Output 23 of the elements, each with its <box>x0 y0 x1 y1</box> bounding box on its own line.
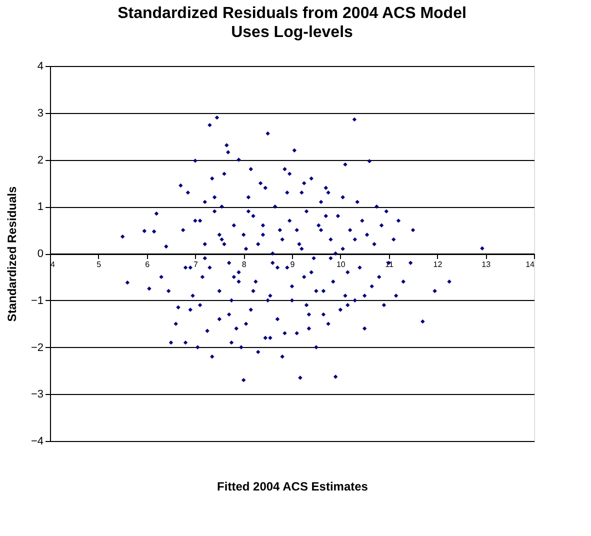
x-tick-label: 14 <box>526 260 536 269</box>
y-tick-label: 0 <box>37 248 44 260</box>
y-tick-label: 1 <box>37 201 44 214</box>
y-tick-label: 3 <box>37 107 44 120</box>
x-tick-label: 4 <box>50 260 56 269</box>
x-tick-label: 8 <box>242 260 247 269</box>
y-tick-label: 4 <box>37 60 44 72</box>
y-tick-label: −4 <box>30 436 44 448</box>
x-tick-label: 6 <box>145 260 150 269</box>
y-tick-label: −3 <box>30 388 44 401</box>
x-tick-label: 12 <box>433 260 443 269</box>
x-axis-title: Fitted 2004 ACS Estimates <box>217 480 368 494</box>
x-tick-label: 9 <box>290 260 296 269</box>
chart-title: Standardized Residuals from 2004 ACS Model <box>118 5 466 22</box>
x-tick-label: 10 <box>336 260 346 269</box>
y-tick-label: 2 <box>37 154 44 166</box>
x-tick-label: 7 <box>193 260 198 269</box>
x-tick-label: 5 <box>96 260 102 269</box>
x-tick-label: 13 <box>482 260 492 269</box>
y-axis-title: Standardized Residuals <box>4 186 19 322</box>
y-tick-label: −1 <box>30 294 44 307</box>
chart-subtitle: Uses Log-levels <box>231 24 354 41</box>
y-tick-label: −2 <box>30 342 44 354</box>
